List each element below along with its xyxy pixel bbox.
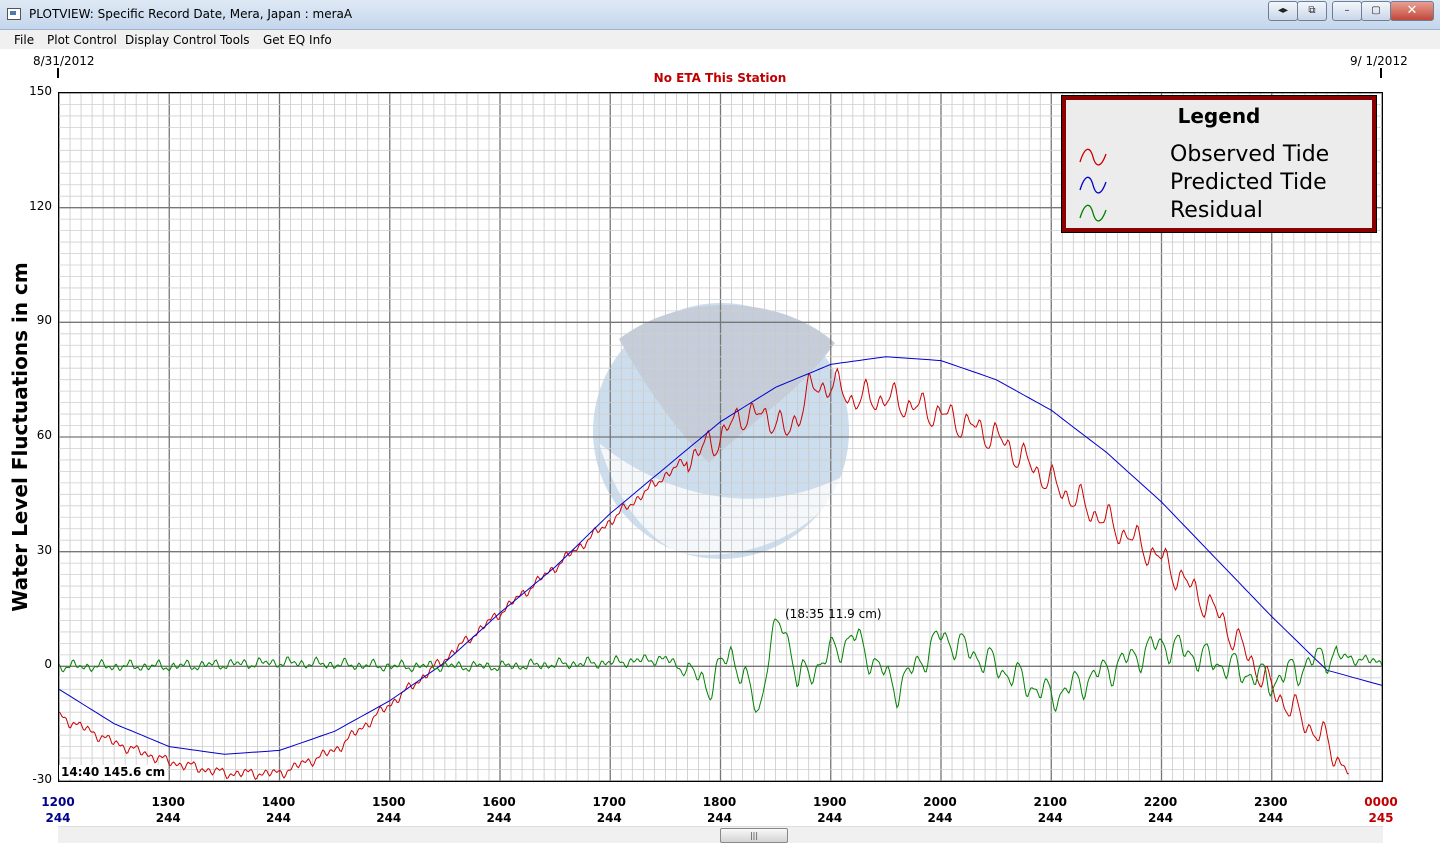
menu-plot-control[interactable]: Plot Control (47, 33, 117, 47)
cursor-readout: 14:40 145.6 cm (59, 765, 168, 779)
peak-annotation: (18:35 11.9 cm) (785, 607, 882, 621)
x-tick-day: 244 (927, 811, 953, 825)
horizontal-scrollbar[interactable]: ||| (58, 826, 1383, 843)
close-button[interactable]: ✕ (1390, 1, 1434, 21)
legend-title: Legend (1177, 104, 1261, 128)
menu-display-control[interactable]: Display Control (125, 33, 217, 47)
x-tick-day: 244 (1147, 811, 1174, 825)
wave-icon (1079, 176, 1107, 194)
legend-label-observed: Observed Tide (1170, 142, 1330, 167)
x-tick-time: 2200 (1143, 795, 1178, 809)
start-date: 8/31/2012 (33, 54, 95, 68)
chart-series (59, 356, 1382, 781)
x-tick-time: 1600 (482, 795, 516, 809)
menu-tools[interactable]: Tools (220, 33, 250, 47)
end-tick (1380, 68, 1382, 78)
x-tick-time: 2000 (923, 795, 957, 809)
series-line-observed-tide (59, 367, 1349, 781)
legend-item-predicted: Predicted Tide (1076, 170, 1366, 198)
menu-get-eq-info[interactable]: Get EQ Info (263, 33, 332, 47)
wave-icon (1079, 204, 1107, 222)
start-tick (57, 68, 59, 78)
x-tick-day: 244 (1258, 811, 1284, 825)
x-tick-day: 244 (706, 811, 733, 825)
minimize-button[interactable]: – (1332, 1, 1362, 21)
y-tick-label: 60 (36, 428, 52, 442)
x-tick-day: 244 (45, 811, 71, 825)
x-tick-time: 1200 (41, 795, 75, 809)
x-tick-day: 244 (486, 811, 512, 825)
x-tick-time: 2300 (1254, 795, 1288, 809)
x-tick-time: 0000 (1364, 795, 1398, 809)
x-tick-day: 244 (817, 811, 843, 825)
restore-small-button[interactable]: ⧉ (1297, 1, 1327, 21)
y-tick-label: -30 (32, 772, 52, 786)
tide-chart (59, 93, 1382, 781)
chart-legend: Legend Observed Tide Predicted Tide Resi… (1061, 95, 1377, 233)
x-tick-day: 244 (265, 811, 292, 825)
wave-icon (1079, 148, 1107, 166)
x-tick-time: 1700 (592, 795, 626, 809)
y-tick-label: 150 (29, 84, 52, 98)
x-tick-day: 244 (596, 811, 622, 825)
menu-file[interactable]: File (14, 33, 35, 47)
menu-bar: File Plot Control Display Control Tools … (0, 30, 1440, 49)
chart-grid (59, 93, 1382, 781)
series-line-residual (59, 618, 1382, 714)
x-tick-day: 245 (1368, 811, 1394, 825)
y-tick-label: 120 (29, 198, 52, 213)
x-tick-time: 1900 (813, 795, 847, 809)
legend-item-observed: Observed Tide (1076, 142, 1366, 170)
y-tick-label: 90 (36, 313, 52, 328)
app-icon (7, 8, 21, 20)
x-tick-time: 1500 (372, 795, 406, 809)
legend-item-residual: Residual (1076, 198, 1366, 226)
x-tick-time: 1300 (151, 795, 185, 809)
x-tick-time: 2100 (1033, 795, 1067, 809)
x-tick-day: 244 (1037, 811, 1063, 825)
maximize-button[interactable]: ▢ (1361, 1, 1391, 21)
window-title: PLOTVIEW: Specific Record Date, Mera, Ja… (29, 7, 353, 21)
x-tick-time: 1400 (261, 795, 296, 809)
window-titlebar[interactable]: PLOTVIEW: Specific Record Date, Mera, Ja… (0, 0, 1440, 30)
x-tick-day: 244 (155, 811, 181, 825)
scroll-thumb[interactable]: ||| (720, 828, 788, 843)
eta-status: No ETA This Station (653, 71, 787, 85)
legend-label-predicted: Predicted Tide (1170, 170, 1327, 195)
end-date: 9/ 1/2012 (1350, 54, 1408, 68)
series-line-predicted-tide (59, 356, 1382, 755)
nav-arrows-button[interactable]: ◂▸ (1268, 1, 1298, 21)
legend-label-residual: Residual (1170, 198, 1263, 223)
y-tick-label: 0 (44, 657, 52, 672)
window-controls: ◂▸ ⧉ – ▢ ✕ (1268, 1, 1434, 21)
y-tick-label: 30 (36, 542, 52, 557)
x-tick-time: 1800 (702, 795, 737, 809)
x-tick-day: 244 (376, 811, 402, 825)
